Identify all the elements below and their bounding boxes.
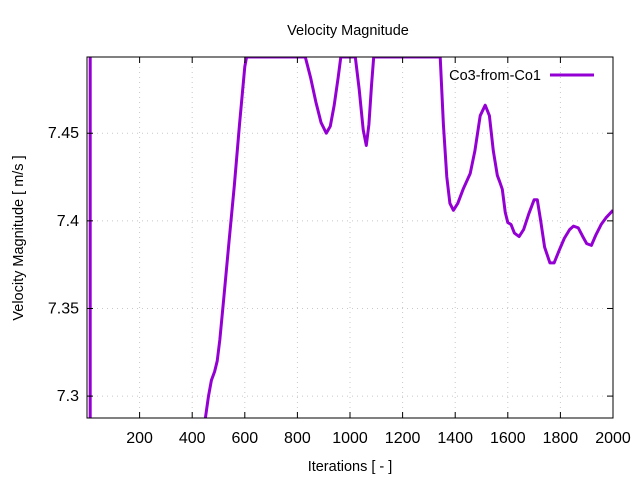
x-tick-label: 1800 [543,430,579,447]
y-axis-label: Velocity Magnitude [ m/s ] [11,155,27,320]
grid [87,57,613,418]
plot-area [88,57,613,418]
series-line-Co3-from-Co1 [88,57,613,418]
x-tick-label: 600 [231,430,258,447]
y-tick-label: 7.45 [48,125,79,142]
x-tick-label: 800 [284,430,311,447]
y-tick-labels: 7.3 7.35 7.4 7.45 [48,125,79,405]
chart-title: Velocity Magnitude [287,23,409,39]
x-tick-label: 200 [126,430,153,447]
legend-label: Co3-from-Co1 [449,68,541,84]
x-tick-label: 400 [179,430,206,447]
y-tick-label: 7.35 [48,300,79,317]
ticks [87,57,614,418]
y-tick-label: 7.4 [57,213,79,230]
x-tick-label: 1000 [332,430,368,447]
x-tick-label: 1600 [490,430,526,447]
legend: Co3-from-Co1 [449,68,594,84]
x-tick-label: 1400 [437,430,473,447]
x-tick-labels: 200 400 600 800 1000 1200 1400 1600 1800 2000 [126,430,631,447]
y-tick-label: 7.3 [57,388,79,405]
x-axis-label: Iterations [ - ] [308,459,393,475]
x-tick-label: 1200 [385,430,421,447]
x-tick-label: 2000 [595,430,631,447]
